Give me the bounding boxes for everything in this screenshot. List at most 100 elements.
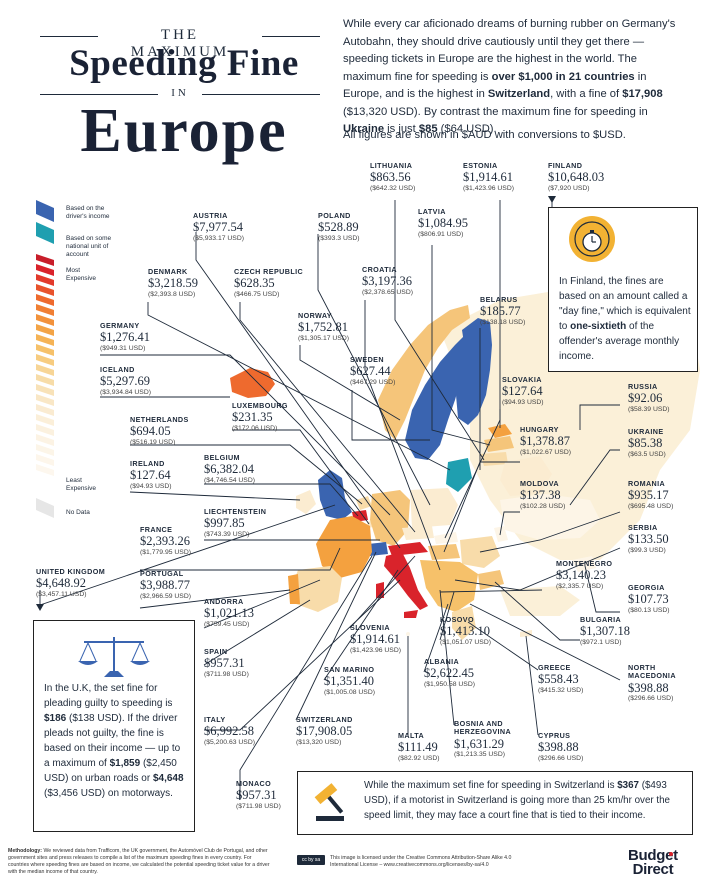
label-croatia: CROATIA $3,197.36 ($2,378.65 USD) xyxy=(362,265,414,296)
country-name: CZECH REPUBLIC xyxy=(234,267,304,276)
country-name: ROMANIA xyxy=(628,479,666,488)
fine-aud: $1,307.18 xyxy=(580,624,630,639)
leader-cyprus xyxy=(525,635,539,736)
country-name: ALBANIA xyxy=(424,657,460,666)
leader-bulgaria xyxy=(494,581,580,641)
fine-usd: ($2,335.7 USD) xyxy=(556,582,604,590)
intro-highlight-5: $85 xyxy=(418,123,438,135)
leader-sweden xyxy=(351,390,430,441)
country-name: FRANCE xyxy=(140,525,173,534)
country-name: KOSOVO xyxy=(440,615,474,624)
uk-note-highlight-1: $186 xyxy=(44,713,67,724)
switzerland-note-text: While the maximum set fine for speeding … xyxy=(364,778,684,823)
country-name: SLOVAKIA xyxy=(502,375,542,384)
map-estonia xyxy=(488,424,512,438)
fine-usd: ($7,920 USD) xyxy=(548,184,590,192)
label-kosovo: KOSOVO $1,413.10 ($1,051.07 USD) xyxy=(440,615,491,646)
fine-aud: $107.73 xyxy=(628,592,669,607)
fine-usd: ($94.93 USD) xyxy=(130,482,172,490)
country-name: MONTENEGRO xyxy=(556,559,613,568)
country-name: SPAIN xyxy=(204,647,228,656)
fine-aud: $3,988.77 xyxy=(140,578,190,593)
country-name: GEORGIA xyxy=(628,583,665,592)
leader-spain xyxy=(203,599,311,666)
intro-text-1: While every car aficionado dreams of bur… xyxy=(343,18,676,83)
intro-text-3: , with a fine of xyxy=(550,88,623,100)
fine-usd: ($949.31 USD) xyxy=(100,344,146,352)
legend-income-swatch xyxy=(36,200,54,222)
leader-italy xyxy=(204,579,401,731)
country-name: GERMANY xyxy=(100,321,140,330)
map-portugal xyxy=(288,574,300,604)
fine-usd: ($1,305.17 USD) xyxy=(298,334,350,342)
label-bulgaria: BULGARIA $1,307.18 ($972.1 USD) xyxy=(580,615,630,646)
fine-usd: ($1,779.95 USD) xyxy=(140,548,192,556)
country-name: NORWAY xyxy=(298,311,332,320)
label-germany: GERMANY $1,276.41 ($949.31 USD) xyxy=(100,321,150,352)
fine-usd: ($467.29 USD) xyxy=(350,378,396,386)
switzerland-note-highlight: $367 xyxy=(617,780,639,791)
legend-most-label: Most Expensive xyxy=(66,267,96,282)
leader-portugal xyxy=(139,589,291,609)
map-switzerland xyxy=(368,542,388,556)
fine-usd: ($13,320 USD) xyxy=(296,738,342,746)
country-name: NORTH MACEDONIA xyxy=(628,663,676,681)
fine-usd: ($3,934.84 USD) xyxy=(100,388,152,396)
map-slovakia xyxy=(434,532,458,544)
map-spain xyxy=(292,566,342,612)
map-czech xyxy=(402,526,434,540)
fine-aud: $111.49 xyxy=(398,740,438,755)
finland-note-highlight: one-sixtieth xyxy=(570,321,627,332)
stopwatch-coin-icon xyxy=(569,216,615,262)
fine-aud: $1,413.10 xyxy=(440,624,490,639)
label-russia: RUSSIA $92.06 ($58.39 USD) xyxy=(628,382,670,413)
leader-france xyxy=(140,547,341,571)
country-name: ICELAND xyxy=(100,365,135,374)
methodology-text: We reviewed data from Trafficom, the UK … xyxy=(8,848,270,875)
switzerland-note-part-2: ($493 USD), if a motorist in Switzerland… xyxy=(364,780,671,821)
fine-usd: ($2,378.65 USD) xyxy=(362,288,414,296)
label-liechtenstein: LIECHTENSTEIN $997.85 ($743.39 USD) xyxy=(204,507,266,538)
fine-aud: $1,631.29 xyxy=(454,736,504,751)
label-netherlands: NETHERLANDS $694.05 ($516.19 USD) xyxy=(130,415,189,446)
fine-aud: $127.64 xyxy=(502,384,543,399)
leader-ukraine xyxy=(569,449,620,506)
label-romania: ROMANIA $935.17 ($695.48 USD) xyxy=(628,479,673,510)
map-italy xyxy=(384,552,428,610)
label-ukraine: UKRAINE $85.38 ($63.5 USD) xyxy=(628,427,666,458)
leader-netherlands xyxy=(130,444,363,505)
map-sicily xyxy=(404,610,418,618)
gavel-icon xyxy=(314,783,344,821)
intro-text-5: is just xyxy=(384,123,419,135)
map-ukraine xyxy=(500,494,600,540)
switzerland-note-box: While the maximum set fine for speeding … xyxy=(297,771,693,835)
fine-usd: ($806.91 USD) xyxy=(418,230,464,238)
fine-aud: $6,382.04 xyxy=(204,462,254,477)
intro-currency-note: All figures are shown in $AUD with conve… xyxy=(343,129,626,141)
uk-note-part-4: ($3,456 USD) on motorways. xyxy=(44,788,173,799)
label-poland: POLAND $528.89 ($393.3 USD) xyxy=(318,211,360,242)
leader-sanmarino xyxy=(323,569,399,681)
country-name: LATVIA xyxy=(418,207,446,216)
title-top: THE MAXIMUM xyxy=(130,27,230,60)
scales-of-justice-icon xyxy=(78,637,150,677)
label-latvia: LATVIA $1,084.95 ($806.91 USD) xyxy=(418,207,468,238)
uk-note-box: In the U.K, the set fine for pleading gu… xyxy=(33,620,195,832)
fine-aud: $558.43 xyxy=(538,672,579,687)
legend-scale xyxy=(36,200,54,518)
label-lithuania: LITHUANIA $863.56 ($642.32 USD) xyxy=(370,161,415,192)
fine-aud: $1,914.61 xyxy=(463,170,513,185)
leader-lithuania xyxy=(394,200,485,461)
fine-usd: ($2,393.8 USD) xyxy=(148,290,196,298)
fine-usd: ($5,200.63 USD) xyxy=(204,738,256,746)
country-name: BELGIUM xyxy=(204,453,240,462)
title-in: IN xyxy=(171,87,189,99)
map-france xyxy=(316,516,372,578)
country-name: SERBIA xyxy=(628,523,658,532)
fine-aud: $627.44 xyxy=(350,364,391,379)
map-balkans xyxy=(420,560,478,612)
label-moldova: MOLDOVA $137.38 ($102.28 USD) xyxy=(520,479,565,510)
fine-aud: $398.88 xyxy=(538,740,579,755)
fine-aud: $863.56 xyxy=(370,170,411,185)
uk-pointer xyxy=(36,604,44,611)
